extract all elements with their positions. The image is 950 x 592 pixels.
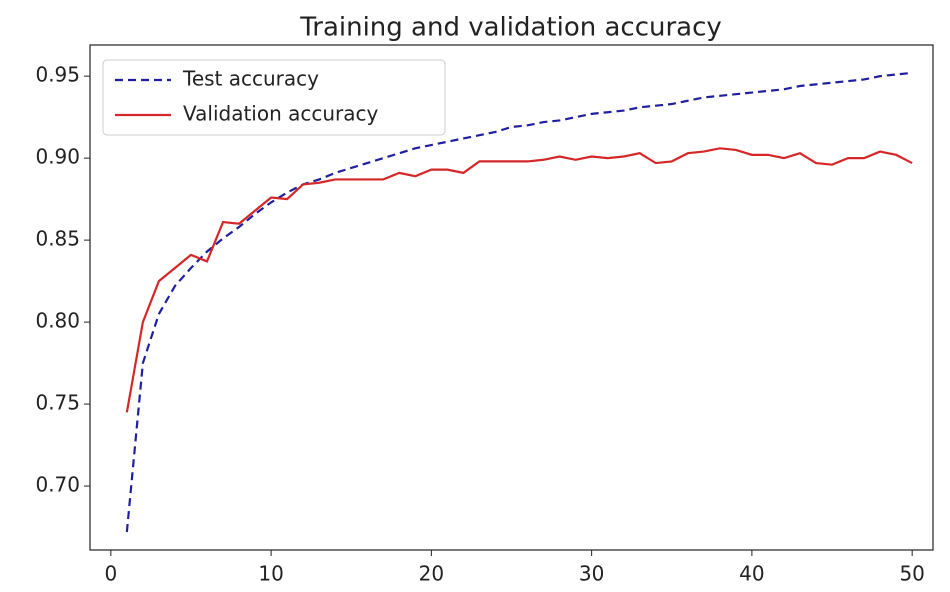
x-tick-label: 40 [739, 562, 764, 586]
y-tick-label: 0.95 [35, 63, 80, 87]
series-line [125, 71, 913, 533]
chart-title: Training and validation accuracy [299, 13, 722, 43]
x-tick-label: 20 [419, 562, 444, 586]
axes-frame [89, 44, 934, 551]
y-tick-label: 0.80 [35, 309, 80, 333]
legend-label: Validation accuracy [183, 102, 379, 126]
y-tick-label: 0.70 [35, 473, 80, 497]
y-tick-label: 0.75 [35, 391, 80, 415]
x-tick-label: 0 [104, 562, 117, 586]
x-tick-label: 10 [258, 562, 283, 586]
series-line [125, 147, 913, 413]
legend-label: Test accuracy [182, 67, 319, 91]
y-tick-label: 0.90 [35, 145, 80, 169]
x-tick-label: 50 [899, 562, 924, 586]
x-tick-label: 30 [579, 562, 604, 586]
legend-box [102, 59, 446, 136]
y-tick-label: 0.85 [35, 227, 80, 251]
